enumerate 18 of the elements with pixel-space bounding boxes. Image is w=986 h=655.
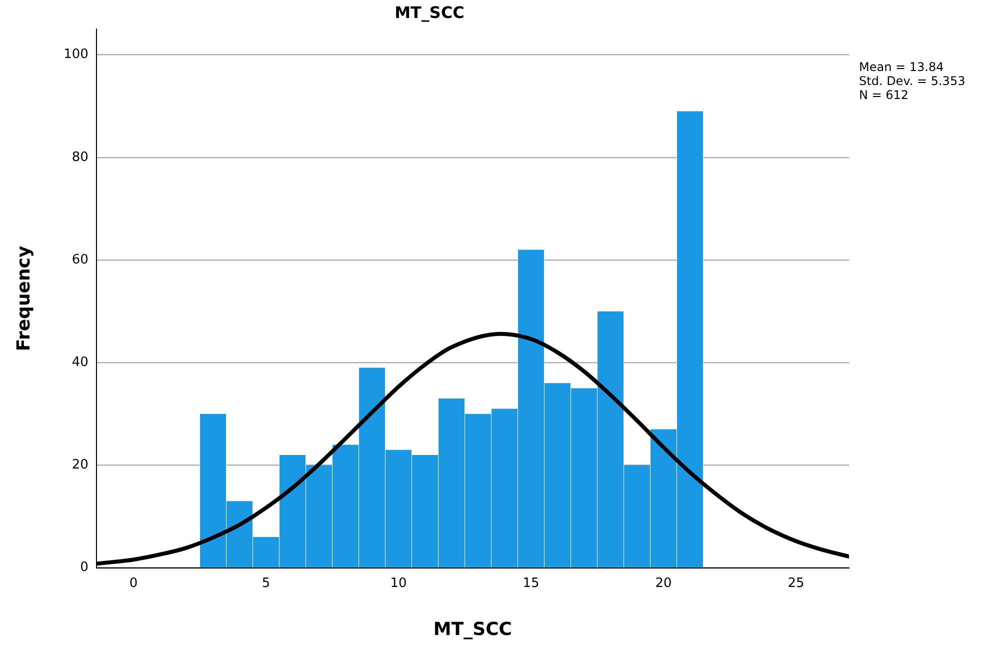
x-tick-label: 20 [655,576,672,591]
text: Mean = 13.84 [859,60,945,74]
x-tick-label: 10 [390,576,407,591]
x-tick-label: 5 [262,576,270,591]
x-tick-label: 15 [522,576,540,591]
y-axis-title: Frequency [13,246,34,352]
y-tick-label: 40 [72,354,88,370]
y-tick-label: 100 [64,47,88,62]
text: N = 612 [859,88,910,102]
y-tick-label: 20 [72,458,88,473]
x-axis-title: MT_SCC [433,618,512,640]
chart-title: MT_SCC [394,2,464,22]
x-tick-label: 25 [788,576,804,591]
y-tick-label: 0 [80,560,88,576]
x-tick-label: 0 [129,576,138,591]
y-tick-label: 80 [72,150,88,165]
y-tick-label: 60 [72,252,88,268]
text: Std. Dev. = 5.353 [859,74,966,88]
